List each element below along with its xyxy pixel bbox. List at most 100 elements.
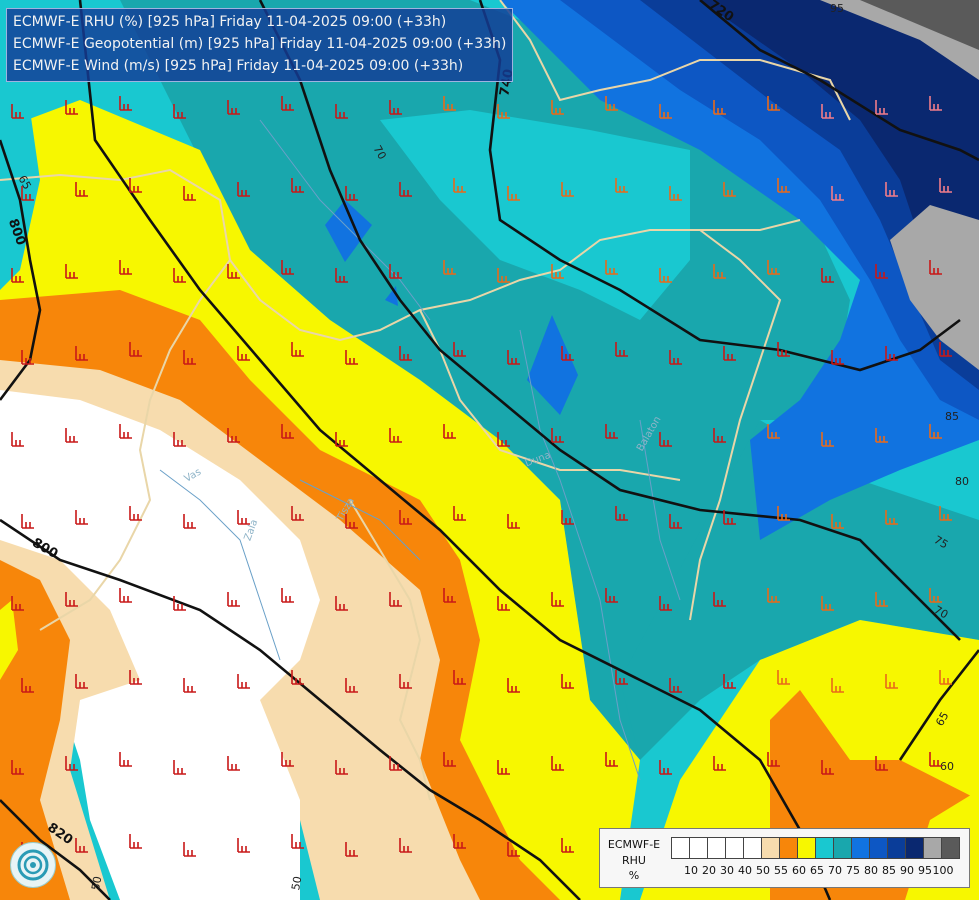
wind-barb [11,432,24,447]
svg-text:50: 50 [89,875,104,891]
legend-label: 75 [846,864,860,877]
wind-barb [237,838,250,853]
legend-label: 55 [774,864,788,877]
wind-barb [561,838,574,853]
wind-barb [767,588,780,603]
wind-barb [21,186,34,201]
rhu-80-patch-north [325,200,372,262]
rivers [159,119,681,781]
wind-barb [389,428,402,443]
wind-barb [875,592,888,607]
wind-barb [939,342,952,357]
legend-swatch [923,837,942,859]
legend-label: 95 [918,864,932,877]
wind-barb [929,752,942,767]
wind-barb [605,260,618,275]
wind-barb [443,424,456,439]
wind-barb [75,838,88,853]
legend-label: 40 [738,864,752,877]
wind-barb [183,186,196,201]
wind-barb [65,428,78,443]
wind-barb [129,342,142,357]
header-wind-title: ECMWF-E Wind (m/s) [925 hPa] Friday 11-0… [13,58,464,74]
wind-barb [119,752,132,767]
wind-barb [831,678,844,693]
wind-barb [777,670,790,685]
legend-label: 50 [756,864,770,877]
wind-barb [21,514,34,529]
wind-barb [767,260,780,275]
wind-barb [129,834,142,849]
legend-swatch [851,837,870,859]
legend-label: 85 [882,864,896,877]
legend-label: 80 [864,864,878,877]
wind-barb [389,100,402,115]
wind-barb [443,588,456,603]
svg-text:75: 75 [932,533,951,551]
wind-barb [723,346,736,361]
wind-barb [723,674,736,689]
wind-barb [497,104,510,119]
wind-barb [335,760,348,775]
wind-barb [399,510,412,525]
wind-barb [659,432,672,447]
legend-swatch [689,837,708,859]
wind-barb [669,350,682,365]
wind-barb [183,350,196,365]
wind-barb [237,674,250,689]
wind-barb [453,342,466,357]
wind-barb [389,264,402,279]
wind-barb [821,760,834,775]
legend-swatch [779,837,798,859]
wind-barb [713,264,726,279]
svg-text:60: 60 [940,760,954,773]
wind-barb [21,350,34,365]
rhu-legend: ECMWF-E RHU % 10 20 30 40 50 55 60 65 70 75 80 85 90… [599,828,970,888]
wind-barb [291,178,304,193]
wind-barbs [11,96,952,857]
wind-barb [281,96,294,111]
wind-barb [119,260,132,275]
wind-barb [281,260,294,275]
wind-barb [335,268,348,283]
wind-barb [659,760,672,775]
wind-barb [183,514,196,529]
wind-barb [939,670,952,685]
ecmwf-logo-icon [10,842,56,888]
wind-barb [453,506,466,521]
wind-barb [497,760,510,775]
wind-barb [119,588,132,603]
wind-barb [119,96,132,111]
legend-unit: % [628,869,640,882]
wind-barb [659,596,672,611]
wind-barb [129,178,142,193]
wind-barb [335,432,348,447]
legend-swatch [905,837,924,859]
wind-barb [335,596,348,611]
wind-barb [497,596,510,611]
wind-barb [561,346,574,361]
wind-barb [885,182,898,197]
rhu-75-band-south [620,420,979,760]
wind-barb [929,588,942,603]
wind-barb [669,514,682,529]
svg-text:65: 65 [16,173,34,192]
wind-barb [605,752,618,767]
wind-barb [551,100,564,115]
wind-barb [507,186,520,201]
wind-barb [939,178,952,193]
wind-barb [551,756,564,771]
wind-barb [65,100,78,115]
legend-swatch [671,837,690,859]
wind-barb [11,104,24,119]
wind-barb [389,592,402,607]
wind-barb [497,432,510,447]
wind-barb [443,96,456,111]
wind-barb [929,424,942,439]
legend-swatch [725,837,744,859]
legend-swatch [761,837,780,859]
wind-barb [227,100,240,115]
wind-barb [767,424,780,439]
wind-barb [453,670,466,685]
legend-swatches [671,837,960,859]
